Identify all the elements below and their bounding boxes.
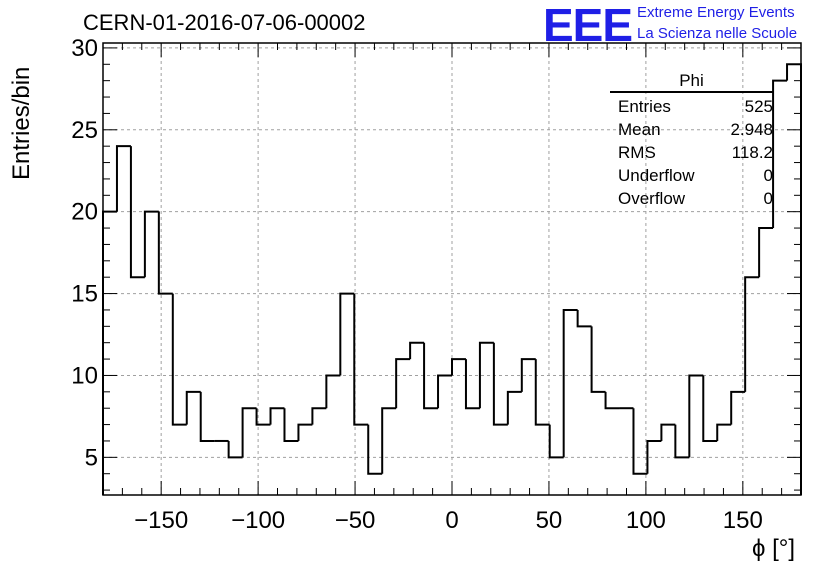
histogram-bin [772, 79, 788, 229]
stats-value: 118.2 [731, 143, 773, 162]
stats-label: Entries [618, 97, 671, 116]
stats-label: RMS [618, 143, 656, 162]
stats-box: Phi Entries 525 Mean 2.948 RMS 118.2 Und… [610, 71, 773, 210]
stats-row: Overflow 0 [610, 187, 773, 210]
axes: −150 −100 −50 0 50 100 150 5 10 15 20 25 30 [71, 35, 802, 534]
stats-row: Entries 525 [610, 95, 773, 118]
histogram-bin [758, 227, 774, 278]
histogram-bin [604, 391, 620, 410]
histogram-bin [730, 390, 746, 425]
histogram-bin [464, 359, 480, 410]
histogram-bin [520, 358, 536, 392]
histogram-bin [548, 424, 564, 459]
x-tick-label: 100 [626, 507, 666, 534]
histogram-bin [660, 423, 676, 441]
y-tick-label: 20 [71, 199, 98, 226]
x-tick-label: 50 [536, 507, 563, 534]
x-tick-label: −150 [134, 507, 188, 534]
histogram-bin [437, 374, 452, 409]
eee-logo: EEE [543, 0, 633, 51]
histogram-bin [492, 342, 508, 426]
stats-row: RMS 118.2 [610, 141, 773, 164]
x-tick-label: 150 [723, 507, 763, 534]
histogram-bin [241, 407, 257, 458]
histogram-bin [227, 440, 243, 459]
histogram-bars [102, 63, 802, 495]
histogram-bin [786, 63, 802, 495]
histogram-bin [646, 439, 662, 474]
histogram-bin [534, 359, 550, 426]
histogram-bin [451, 358, 466, 376]
stats-value: 0 [763, 189, 773, 208]
histogram-bin [353, 293, 369, 426]
y-tick-label: 25 [71, 117, 98, 144]
histogram-bin [143, 210, 159, 278]
stats-value: 2.948 [730, 120, 773, 139]
y-tick-label: 5 [85, 444, 98, 471]
stats-row: Underflow 0 [610, 164, 773, 187]
y-tick-label: 30 [71, 35, 98, 62]
histogram-bin [185, 390, 201, 425]
histogram-bin [102, 210, 117, 495]
histogram-bin [744, 276, 760, 392]
histogram-bin [255, 408, 271, 426]
histogram-bin [702, 375, 718, 442]
stats-label: Overflow [618, 189, 686, 208]
logo-line-1: Extreme Energy Events [637, 4, 795, 21]
y-axis-label: Entries/bin [8, 66, 35, 180]
x-tick-label: −100 [231, 507, 285, 534]
y-tick-label: 15 [71, 281, 98, 308]
x-tick-label: 0 [445, 507, 458, 534]
histogram-bin [632, 408, 648, 475]
stats-label: Underflow [618, 166, 695, 185]
stats-row: Mean 2.948 [610, 118, 773, 141]
histogram-bin [562, 308, 578, 458]
stats-value: 0 [763, 166, 773, 185]
logo-line-2: La Scienza nelle Scuole [637, 25, 798, 42]
histogram-bin [115, 145, 131, 212]
stats-value: 525 [744, 97, 773, 116]
histogram-bin [395, 358, 411, 409]
histogram-bin [506, 390, 522, 425]
y-tick-label: 10 [71, 362, 98, 389]
histogram-bin [199, 391, 215, 442]
histogram-bin [157, 211, 173, 295]
histogram-bin [576, 309, 592, 328]
histogram-bin [311, 407, 327, 425]
histogram-bin [590, 326, 606, 393]
chart-title: CERN-01-2016-07-06-00002 [83, 10, 366, 35]
histogram-bin [478, 341, 494, 409]
histogram-bin [381, 407, 397, 474]
stats-title: Phi [610, 71, 773, 93]
histogram-bin [325, 374, 341, 409]
histogram-bin [716, 423, 732, 441]
x-tick-label: −50 [335, 507, 376, 534]
stats-label: Mean [618, 120, 661, 139]
histogram-bin [297, 423, 313, 441]
histogram-bin [409, 341, 425, 360]
histogram-bin [674, 424, 690, 459]
x-axis-label: ϕ [°] [752, 535, 796, 562]
histogram-bin [339, 292, 355, 376]
histogram-bin [423, 342, 439, 410]
histogram-bin [688, 374, 704, 458]
histogram-bin [129, 146, 145, 279]
histogram-bin [367, 424, 383, 475]
histogram-bin [283, 408, 299, 442]
histogram-bin [171, 293, 187, 426]
histogram-bin [269, 407, 285, 425]
